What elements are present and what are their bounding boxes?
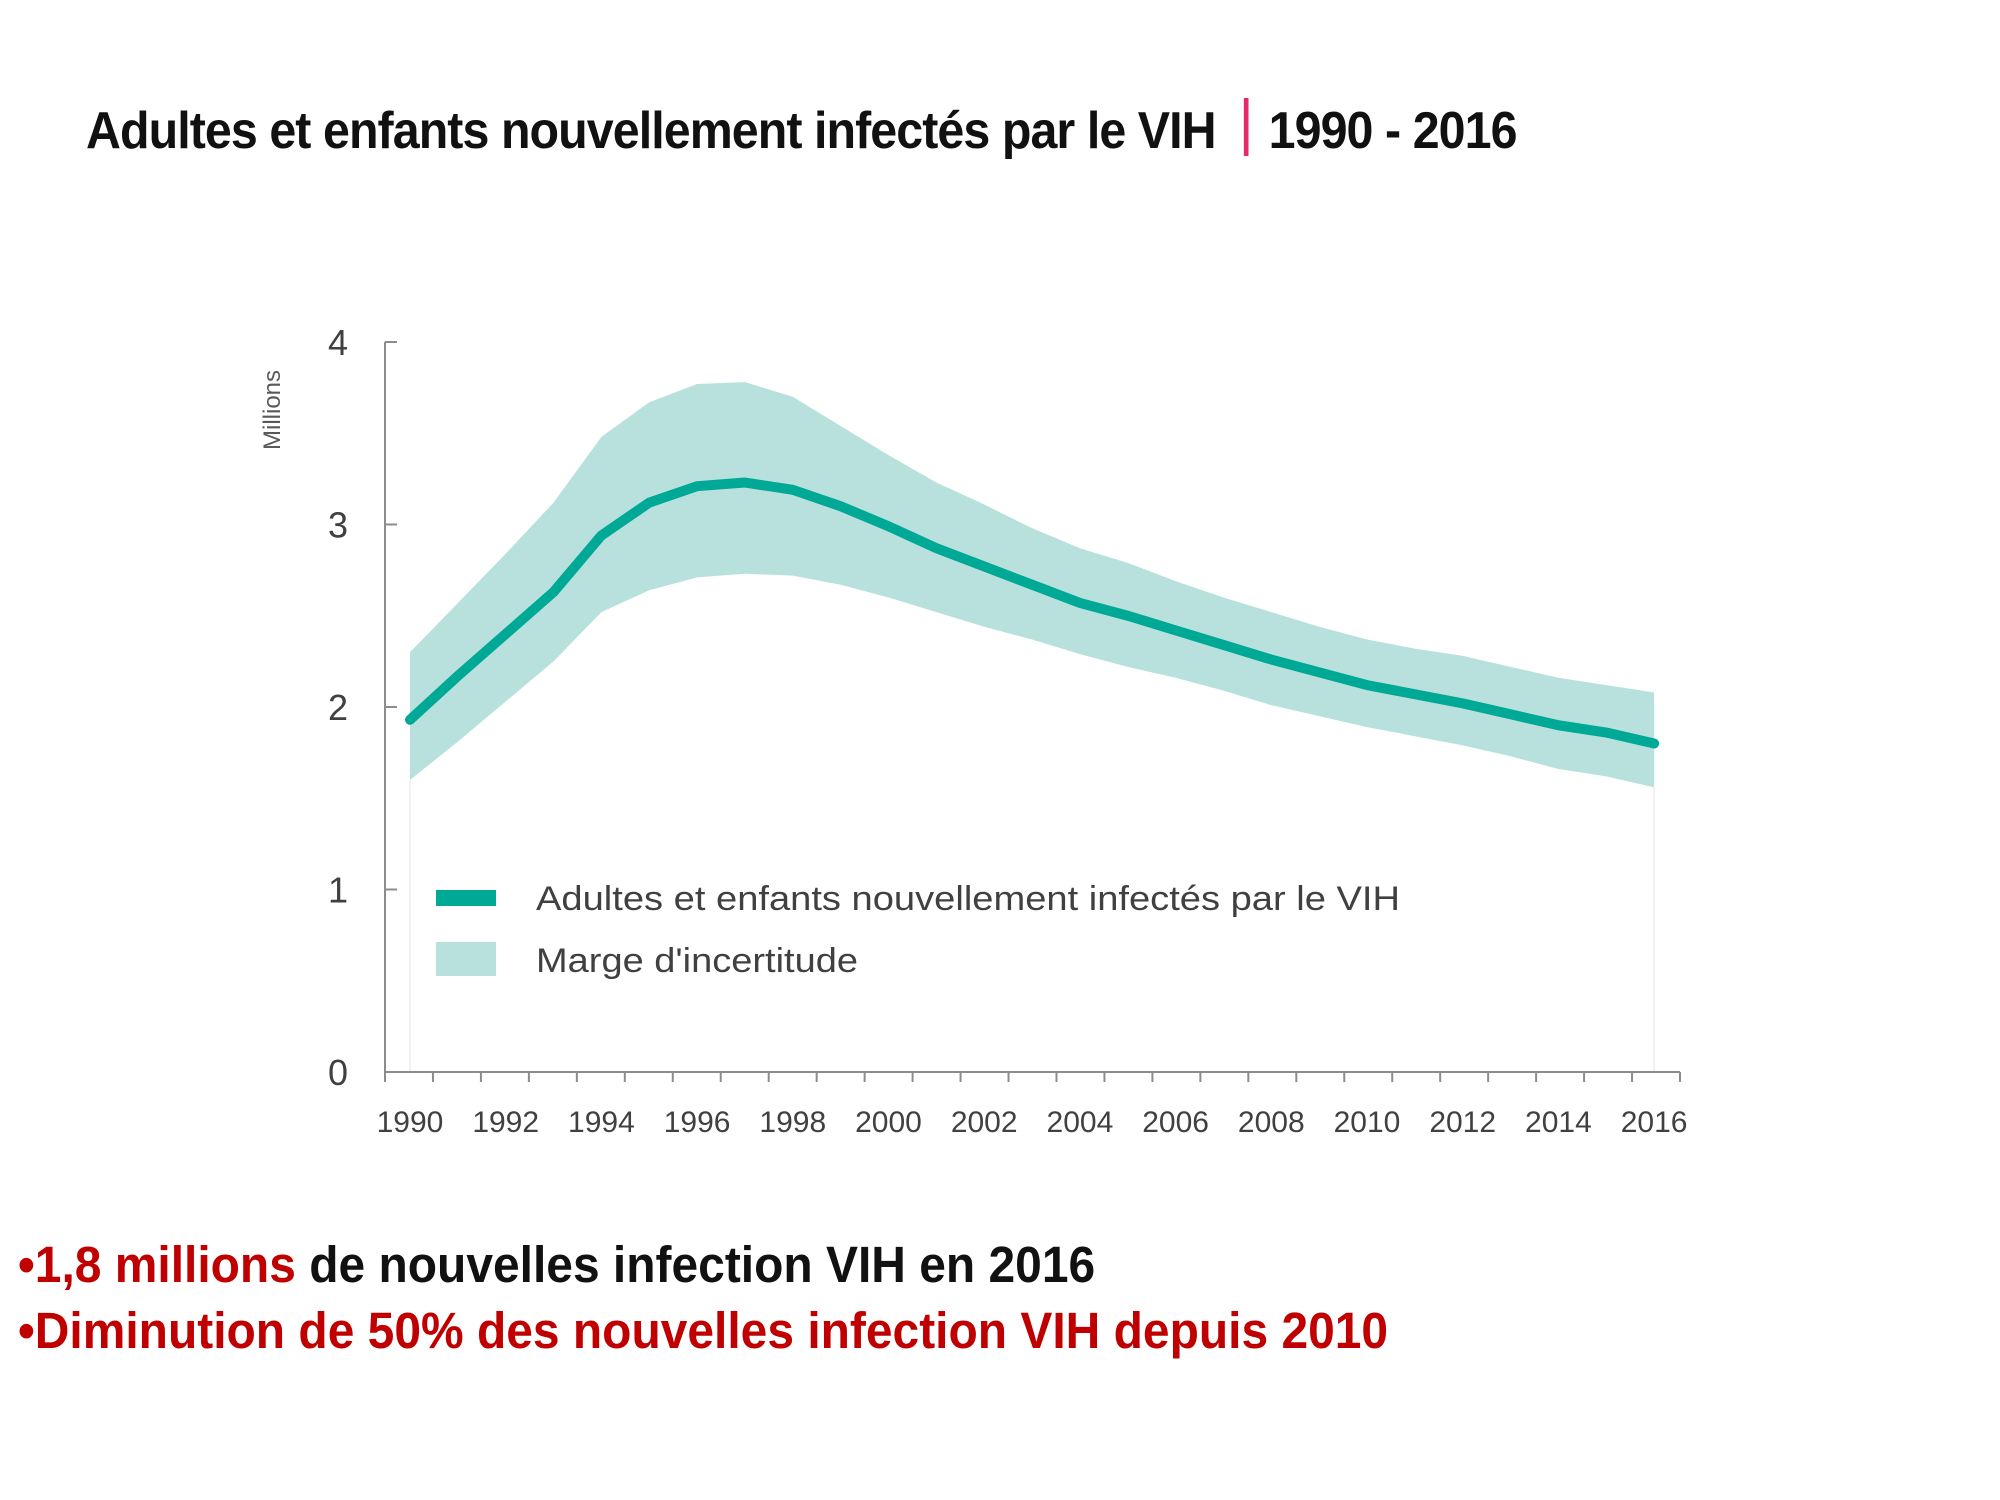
x-tick-label: 1992	[472, 1106, 539, 1139]
x-tick-label: 2010	[1334, 1106, 1401, 1139]
x-tick-label: 2008	[1238, 1106, 1305, 1139]
x-tick-label: 2014	[1525, 1106, 1592, 1139]
x-tick-label: 1998	[759, 1106, 826, 1139]
y-tick-label: 2	[328, 687, 348, 728]
x-tick-label: 2004	[1047, 1106, 1114, 1139]
y-tick-label: 3	[328, 505, 348, 546]
key-fact-2: •Diminution de 50% des nouvelles infecti…	[18, 1298, 1388, 1364]
title-main: Adultes et enfants nouvellement infectés…	[86, 102, 1217, 160]
y-tick-label: 4	[328, 322, 348, 363]
legend: Adultes et enfants nouvellement infectés…	[436, 880, 1400, 980]
axes-layer: 0 1 2 3 4 Millions 1990 1992 1994 1996 1998 2000 200…	[259, 322, 1687, 1139]
x-tick-label: 2006	[1142, 1106, 1209, 1139]
bullet-marker: •	[18, 1236, 35, 1293]
title-separator	[1243, 98, 1249, 156]
new-hiv-infections-chart: 0 1 2 3 4 Millions 1990 1992 1994 1996 1998 2000 200…	[259, 322, 1687, 1139]
y-axis-label: Millions	[259, 370, 286, 450]
key-fact-1-text: de nouvelles infection VIH en 2016	[295, 1236, 1096, 1293]
x-tick-label: 2000	[855, 1106, 922, 1139]
key-fact-1: •1,8 millions de nouvelles infection VIH…	[18, 1232, 1388, 1298]
x-tick-label: 1996	[664, 1106, 731, 1139]
slide-title: Adultes et enfants nouvellement infectés…	[86, 98, 1517, 161]
y-tick-label: 0	[328, 1052, 348, 1093]
x-tick-label: 2002	[951, 1106, 1018, 1139]
bullet-marker: •	[18, 1302, 35, 1359]
legend-label: Adultes et enfants nouvellement infectés…	[536, 880, 1400, 918]
trend-line-layer	[405, 477, 1660, 749]
key-fact-1-highlight: 1,8 millions	[34, 1236, 296, 1293]
legend-swatch-line	[436, 890, 496, 906]
title-period: 1990 - 2016	[1268, 102, 1518, 160]
legend-swatch-band	[436, 942, 496, 976]
key-fact-2-highlight: Diminution de 50% des nouvelles infectio…	[34, 1302, 1389, 1359]
key-facts-list: •1,8 millions de nouvelles infection VIH…	[18, 1232, 1388, 1364]
x-tick-label: 1990	[377, 1106, 444, 1139]
x-tick-label: 2012	[1429, 1106, 1496, 1139]
x-tick-label: 2016	[1621, 1106, 1688, 1139]
x-tick-label: 1994	[568, 1106, 635, 1139]
legend-label: Marge d'incertitude	[536, 942, 858, 980]
y-tick-label: 1	[328, 870, 348, 911]
